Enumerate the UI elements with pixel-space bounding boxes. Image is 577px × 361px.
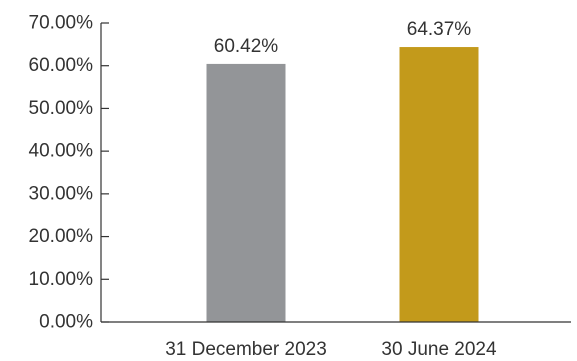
category-label: 30 June 2024 — [381, 339, 497, 360]
y-tick-label: 40.00% — [29, 141, 94, 162]
category-labels-group: 31 December 2023 30 June 2024 — [165, 339, 497, 360]
bars-group — [206, 47, 479, 322]
y-tick-label: 10.00% — [29, 269, 94, 290]
bar-value-label: 64.37% — [407, 19, 472, 40]
y-axis-ticks: 0.00% 10.00% 20.00% 30.00% 40.00% 50.00% 60.00… — [29, 13, 109, 333]
y-tick-label: 60.00% — [29, 55, 94, 76]
category-label: 31 December 2023 — [165, 339, 327, 360]
y-tick-label: 30.00% — [29, 183, 94, 204]
y-tick-label: 0.00% — [39, 312, 93, 333]
y-tick-label: 50.00% — [29, 98, 94, 119]
bar-value-label: 60.42% — [214, 36, 279, 57]
y-tick-label: 70.00% — [29, 13, 94, 34]
y-tick-label: 20.00% — [29, 226, 94, 247]
data-labels-group: 60.42% 64.37% — [214, 19, 472, 57]
bar — [399, 47, 479, 322]
bar — [206, 63, 286, 322]
